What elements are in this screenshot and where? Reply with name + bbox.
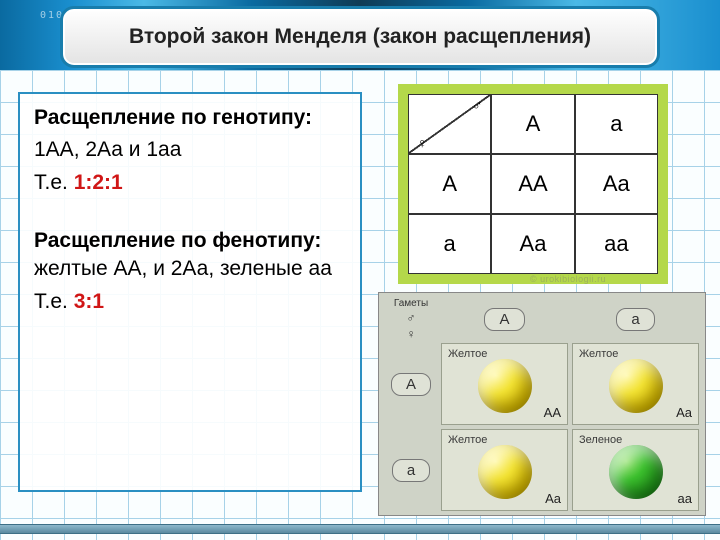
pea-ball-icon bbox=[478, 359, 532, 413]
pheno-col-header-1: a bbox=[572, 299, 699, 339]
pheno-box-1: Желтое Aa bbox=[572, 343, 699, 425]
pheno-row-header-1: a bbox=[385, 429, 437, 511]
punnett-cell-01: Aa bbox=[575, 154, 658, 214]
genotype-heading: Расщепление по генотипу: bbox=[34, 104, 346, 132]
genotype-line: 1АА, 2Аа и 1аа bbox=[34, 136, 346, 164]
genotype-ratio: 1:2:1 bbox=[74, 171, 123, 194]
spacer bbox=[34, 201, 346, 223]
gamete-badge: A bbox=[391, 373, 431, 396]
gamete-badge: A bbox=[484, 308, 524, 331]
pheno-box-3: Зеленое aa bbox=[572, 429, 699, 511]
phenotype-ratio-line: Т.е. 3:1 bbox=[34, 288, 346, 316]
gamete-badge: a bbox=[392, 459, 430, 482]
watermark: © urokibiologii.ru bbox=[530, 274, 606, 284]
pheno-box-geno: aa bbox=[678, 491, 692, 506]
title-banner: Второй закон Менделя (закон расщепления) bbox=[60, 6, 660, 68]
punnett-row-header-1: a bbox=[408, 214, 491, 274]
gamete-badge: a bbox=[616, 308, 654, 331]
pea-ball-icon bbox=[609, 445, 663, 499]
pheno-col-header-0: A bbox=[441, 299, 568, 339]
pea-ball-icon bbox=[609, 359, 663, 413]
pheno-box-2: Желтое Aa bbox=[441, 429, 568, 511]
pheno-box-geno: Aa bbox=[676, 405, 692, 420]
punnett-corner: ♂ ♀ bbox=[408, 94, 491, 154]
genotype-ratio-line: Т.е. 1:2:1 bbox=[34, 169, 346, 197]
pheno-box-geno: AA bbox=[544, 405, 561, 420]
phenotype-block: Расщепление по фенотипу: желтые АА, и 2А… bbox=[34, 227, 346, 284]
bottom-bar bbox=[0, 524, 720, 534]
female-icon: ♀ bbox=[407, 327, 416, 341]
punnett-cell-10: Aa bbox=[491, 214, 574, 274]
male-icon: ♂ bbox=[472, 97, 483, 113]
punnett-col-header-0: A bbox=[491, 94, 574, 154]
phenotype-grid: Гаметы ♂ ♀ A a A Желтое AA Желтое Aa a Ж… bbox=[378, 292, 706, 516]
punnett-square: ♂ ♀ A a A AA Aa a Aa aa bbox=[398, 84, 668, 284]
female-icon: ♀ bbox=[417, 135, 428, 151]
phenotype-ratio: 3:1 bbox=[74, 290, 104, 313]
pheno-corner: Гаметы ♂ ♀ bbox=[385, 299, 437, 339]
pheno-axis-label: Гаметы bbox=[394, 298, 428, 309]
punnett-cell-11: aa bbox=[575, 214, 658, 274]
male-icon: ♂ bbox=[407, 311, 416, 325]
pea-ball-icon bbox=[478, 445, 532, 499]
punnett-row-header-0: A bbox=[408, 154, 491, 214]
pheno-box-geno: Aa bbox=[545, 491, 561, 506]
punnett-cell-00: AA bbox=[491, 154, 574, 214]
punnett-col-header-1: a bbox=[575, 94, 658, 154]
phenotype-heading: Расщепление по фенотипу: bbox=[34, 229, 321, 252]
ie-prefix-2: Т.е. bbox=[34, 290, 74, 313]
page-title: Второй закон Менделя (закон расщепления) bbox=[129, 24, 591, 49]
pheno-box-0: Желтое AA bbox=[441, 343, 568, 425]
ie-prefix-1: Т.е. bbox=[34, 171, 74, 194]
phenotype-line: желтые АА, и 2Аа, зеленые аа bbox=[34, 257, 332, 280]
pheno-row-header-0: A bbox=[385, 343, 437, 425]
text-box: Расщепление по генотипу: 1АА, 2Аа и 1аа … bbox=[18, 92, 362, 492]
